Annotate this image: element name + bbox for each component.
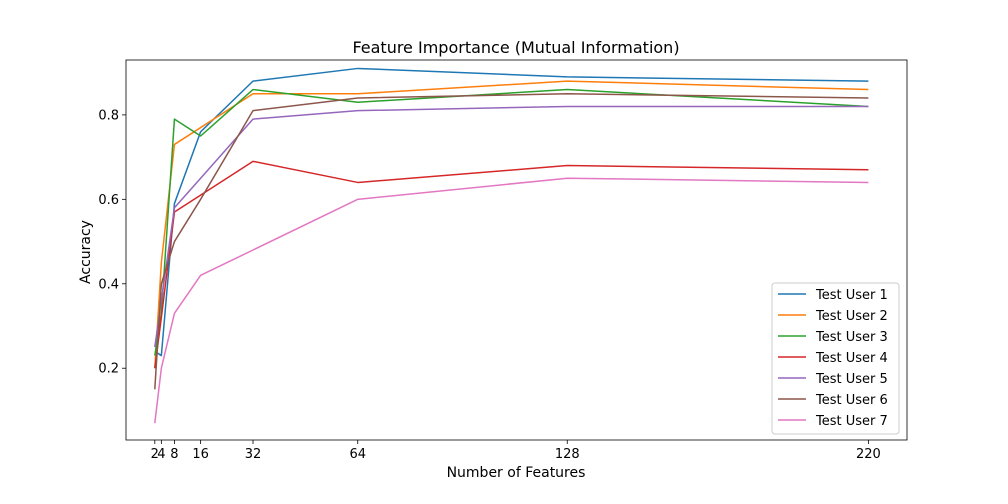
x-tick-label: 16 [192, 447, 209, 462]
series-line-test-user-1 [154, 67, 869, 357]
series-line-test-user-2 [154, 80, 869, 369]
x-tick-label: 64 [349, 447, 366, 462]
series-line-test-user-5 [154, 105, 869, 348]
legend-label: Test User 5 [815, 372, 888, 387]
x-tick-label: 220 [856, 447, 881, 462]
series-line-test-user-4 [154, 160, 869, 369]
x-tick-label: 2 [151, 447, 159, 462]
x-tick-label: 128 [555, 447, 580, 462]
legend-label: Test User 4 [815, 351, 888, 366]
y-axis-label: Accuracy [78, 220, 94, 284]
legend-label: Test User 7 [815, 414, 888, 429]
y-tick-label: 0.6 [98, 193, 119, 208]
legend-label: Test User 3 [815, 330, 888, 345]
legend-label: Test User 2 [815, 309, 888, 324]
y-tick-label: 0.4 [98, 277, 119, 292]
legend-box [771, 282, 900, 435]
series-line-test-user-7 [154, 177, 869, 424]
x-tick-label: 8 [170, 447, 178, 462]
series-line-test-user-3 [154, 88, 869, 356]
legend-label: Test User 1 [815, 288, 888, 303]
y-tick-label: 0.2 [98, 362, 119, 377]
legend-label: Test User 6 [815, 393, 888, 408]
series-line-test-user-6 [154, 93, 869, 390]
x-tick-label: 4 [157, 447, 165, 462]
axes-frame [125, 59, 908, 441]
x-tick-label: 32 [245, 447, 262, 462]
y-tick-label: 0.8 [98, 108, 119, 123]
plot-area: 24 8 16 32 64 128 220 0.2 0.4 0.6 0.8 [98, 59, 908, 462]
chart-title: Feature Importance (Mutual Information) [352, 38, 679, 57]
legend: Test User 1 Test User 2 Test User 3 Test Us… [771, 282, 900, 435]
x-axis-label: Number of Features [447, 465, 586, 481]
